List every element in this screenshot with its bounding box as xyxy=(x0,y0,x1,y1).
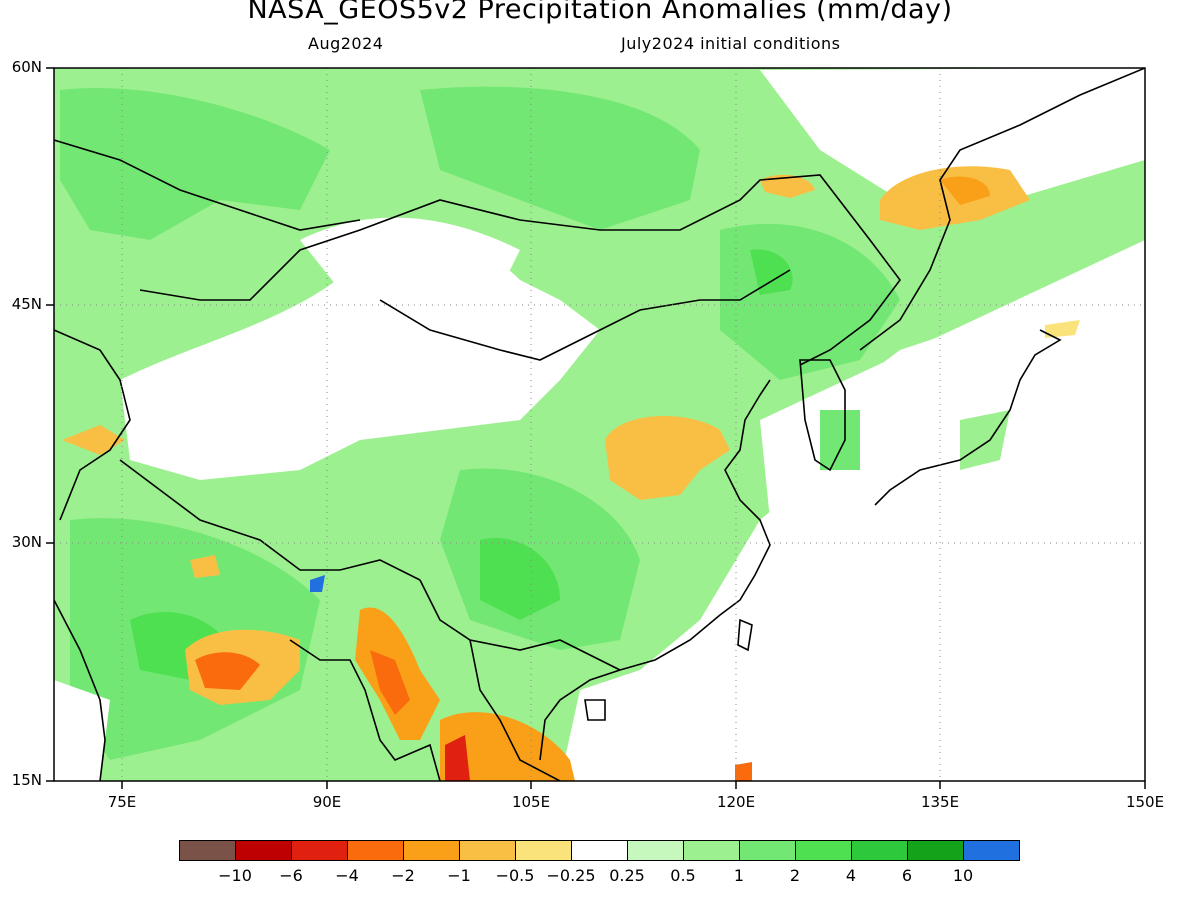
colorbar-swatch xyxy=(907,840,964,861)
colorbar-swatch xyxy=(627,840,684,861)
border-mongolia-south xyxy=(379,269,791,361)
anomaly-region-dry-india-core xyxy=(195,652,260,690)
coastline-hainan xyxy=(584,699,606,721)
coastline-korea xyxy=(799,359,846,472)
colorbar-label: 1 xyxy=(733,866,745,885)
coastline-bay-of-bengal xyxy=(289,639,441,781)
border-central-asia xyxy=(54,329,131,521)
anomaly-region-dry-mongolia-east xyxy=(760,174,815,198)
anomaly-region-green-strong-3 xyxy=(750,249,793,295)
lat-label-30n: 30N xyxy=(11,533,42,551)
anomaly-region-dry-manchuria-core xyxy=(940,176,990,205)
lon-label-75e: 75E xyxy=(107,793,137,811)
anomaly-region-green-mid-2 xyxy=(420,86,700,230)
anomaly-region-dry-hokkaido xyxy=(1045,320,1080,338)
map-frame xyxy=(53,67,1146,782)
colorbar-label: 0.25 xyxy=(609,866,645,885)
colorbar-label: 2 xyxy=(789,866,801,885)
lat-label-15n: 15N xyxy=(11,771,42,789)
colorbar-label: 0.5 xyxy=(670,866,696,885)
anomaly-region-neutral-tarim-gobi xyxy=(120,238,600,480)
colorbar-label: −0.5 xyxy=(495,866,535,885)
lon-label-120e: 120E xyxy=(716,793,756,811)
colorbar-swatch xyxy=(683,840,740,861)
colorbar-label: 4 xyxy=(845,866,857,885)
colorbar-swatch xyxy=(403,840,460,861)
anomaly-region-green-strong-2 xyxy=(480,538,560,620)
coastline-east-asia xyxy=(539,379,771,761)
anomaly-field xyxy=(54,68,1145,781)
anomaly-region-green-korea xyxy=(820,410,860,470)
target-month-label: Aug2024 xyxy=(308,34,384,53)
lon-label-150e: 150E xyxy=(1125,793,1165,811)
colorbar-label: −4 xyxy=(335,866,359,885)
colorbar-label: −2 xyxy=(391,866,415,885)
anomaly-region-dry-indochina xyxy=(440,712,575,781)
colorbar-swatch xyxy=(347,840,404,861)
colorbar-label: −0.25 xyxy=(546,866,596,885)
graticule xyxy=(54,68,1145,781)
colorbar-swatch xyxy=(515,840,572,861)
anomaly-region-neutral-mongolia xyxy=(300,217,520,300)
anomaly-region-dry-myanmar-core xyxy=(370,650,410,715)
colorbar-swatch xyxy=(291,840,348,861)
border-himalaya xyxy=(119,459,421,581)
colorbar-swatch xyxy=(739,840,796,861)
colorbar-swatch xyxy=(179,840,236,861)
colorbar-label: 6 xyxy=(901,866,913,885)
coastline-india xyxy=(54,599,106,781)
colorbar-swatch xyxy=(963,840,1020,861)
anomaly-region-dry-north-china-plain xyxy=(605,416,730,500)
anomaly-region-wet-tibet xyxy=(310,575,325,592)
lat-label-60n: 60N xyxy=(11,58,42,76)
anomaly-region-dry-kashmir xyxy=(62,425,125,455)
anomaly-region-green-mid xyxy=(60,88,330,240)
axis-ticks xyxy=(46,67,1146,789)
border-china-north xyxy=(139,174,901,366)
colorbar-swatch xyxy=(571,840,628,861)
border-southeast-asia xyxy=(419,579,621,671)
anomaly-region-dry-indochina-core xyxy=(445,735,470,781)
border-indochina xyxy=(469,639,561,781)
colorbar-label: 10 xyxy=(952,866,974,885)
coastlines-borders xyxy=(54,68,1145,781)
colorbar-swatch xyxy=(851,840,908,861)
lon-label-90e: 90E xyxy=(312,793,342,811)
coastline-sakhalin-siberia xyxy=(859,68,1145,351)
anomaly-region-neutral-southwest xyxy=(54,680,110,781)
map-title: NASA_GEOS5v2 Precipitation Anomalies (mm… xyxy=(247,0,953,25)
lat-label-45n: 45N xyxy=(11,295,42,313)
anomaly-region-dry-philippines xyxy=(735,762,752,781)
colorbar-swatch xyxy=(235,840,292,861)
border-russia-kazakhstan xyxy=(54,139,361,231)
coastline-japan xyxy=(874,329,1062,506)
initial-conditions-label: July2024 initial conditions xyxy=(621,34,841,53)
coastline-taiwan xyxy=(737,618,753,652)
colorbar-swatch xyxy=(795,840,852,861)
anomaly-region-dry-nepal xyxy=(190,555,220,578)
colorbar-label: −10 xyxy=(218,866,252,885)
lon-label-105e: 105E xyxy=(511,793,551,811)
anomaly-region-neutral-east-sea xyxy=(560,240,1145,781)
colorbar-label: −1 xyxy=(447,866,471,885)
colorbar-label: −6 xyxy=(279,866,303,885)
anomaly-region-green-japan xyxy=(960,410,1010,470)
anomaly-region-neutral-north xyxy=(760,68,1145,200)
colorbar-swatch xyxy=(459,840,516,861)
lon-label-135e: 135E xyxy=(920,793,960,811)
